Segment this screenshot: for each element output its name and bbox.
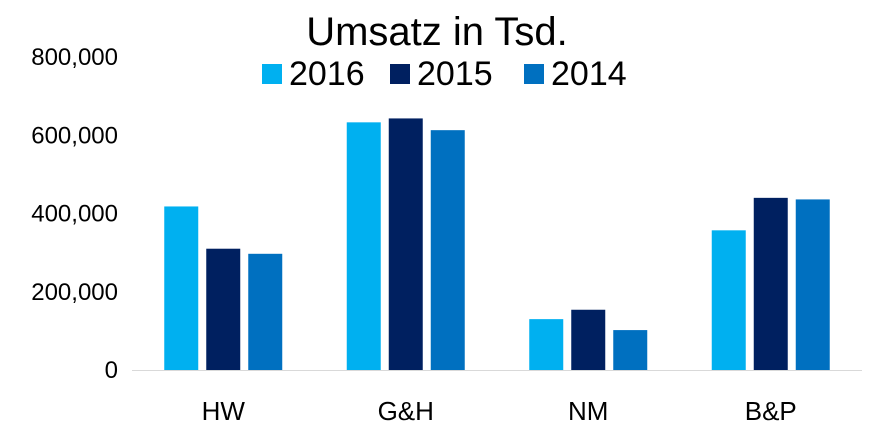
y-tick-label: 0 <box>105 357 118 384</box>
bars <box>164 118 830 371</box>
legend: 2016 2015 2014 <box>262 55 627 93</box>
y-tick-label: 400,000 <box>31 201 118 228</box>
bar-NM-2015 <box>571 309 606 370</box>
chart-title: Umsatz in Tsd. <box>306 10 568 54</box>
legend-label-2014: 2014 <box>551 55 627 93</box>
y-tick-label: 200,000 <box>31 279 118 306</box>
x-tick-label: HW <box>202 396 246 426</box>
legend-swatch-2014 <box>524 64 544 84</box>
legend-label-2016: 2016 <box>289 55 365 93</box>
bar-NM-2016 <box>529 319 564 370</box>
legend-swatch-2016 <box>262 64 282 84</box>
y-tick-label: 800,000 <box>31 44 118 71</box>
x-tick-label: NM <box>568 396 608 426</box>
bar-HW-2014 <box>248 253 283 370</box>
y-tick-label: 600,000 <box>31 122 118 149</box>
bar-HW-2016 <box>164 206 199 370</box>
x-tick-label: G&H <box>378 396 434 426</box>
x-axis: HW G&H NM B&P <box>132 370 862 426</box>
bar-B&P-2015 <box>753 197 788 370</box>
legend-label-2015: 2015 <box>417 55 493 93</box>
bar-B&P-2014 <box>795 199 830 370</box>
bar-B&P-2016 <box>711 230 746 370</box>
bar-HW-2015 <box>206 248 241 370</box>
bar-G&H-2015 <box>388 118 423 371</box>
bar-G&H-2014 <box>430 130 465 370</box>
bar-G&H-2016 <box>346 122 381 371</box>
y-axis: 0 200,000 400,000 600,000 800,000 <box>31 44 118 384</box>
bar-NM-2014 <box>613 330 648 370</box>
legend-swatch-2015 <box>390 64 410 84</box>
x-tick-label: B&P <box>745 396 797 426</box>
